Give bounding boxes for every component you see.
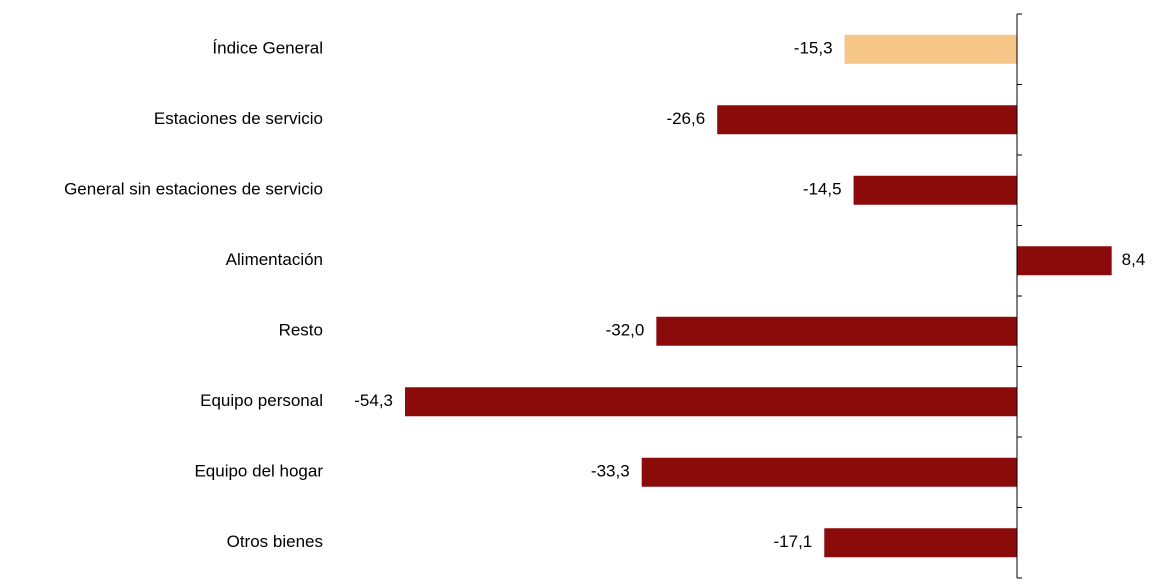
value-label: -15,3 <box>794 39 833 58</box>
value-label: -54,3 <box>354 391 393 410</box>
bar <box>844 34 1017 64</box>
category-label: Alimentación <box>226 250 323 269</box>
category-label: Índice General <box>212 39 323 58</box>
value-label: -26,6 <box>666 109 705 128</box>
value-label: -14,5 <box>803 180 842 199</box>
category-label: Resto <box>279 321 323 340</box>
labels-layer: Índice General -15,3 Estaciones de servici… <box>64 39 1145 552</box>
category-label: Equipo del hogar <box>194 462 323 481</box>
bar <box>717 105 1017 135</box>
category-label: General sin estaciones de servicio <box>64 180 323 199</box>
bar <box>1017 246 1112 276</box>
value-label: -33,3 <box>591 462 630 481</box>
category-axis <box>1016 13 1022 579</box>
category-label: Estaciones de servicio <box>154 109 323 128</box>
bar <box>853 175 1017 205</box>
value-label: 8,4 <box>1122 250 1146 269</box>
bar <box>641 457 1017 487</box>
value-label: -17,1 <box>774 532 813 551</box>
bar <box>656 316 1017 346</box>
bar <box>405 387 1017 417</box>
category-label: Otros bienes <box>227 532 323 551</box>
value-label: -32,0 <box>606 321 645 340</box>
bar <box>824 528 1017 558</box>
category-label: Equipo personal <box>200 391 323 410</box>
bars-layer <box>405 34 1112 558</box>
